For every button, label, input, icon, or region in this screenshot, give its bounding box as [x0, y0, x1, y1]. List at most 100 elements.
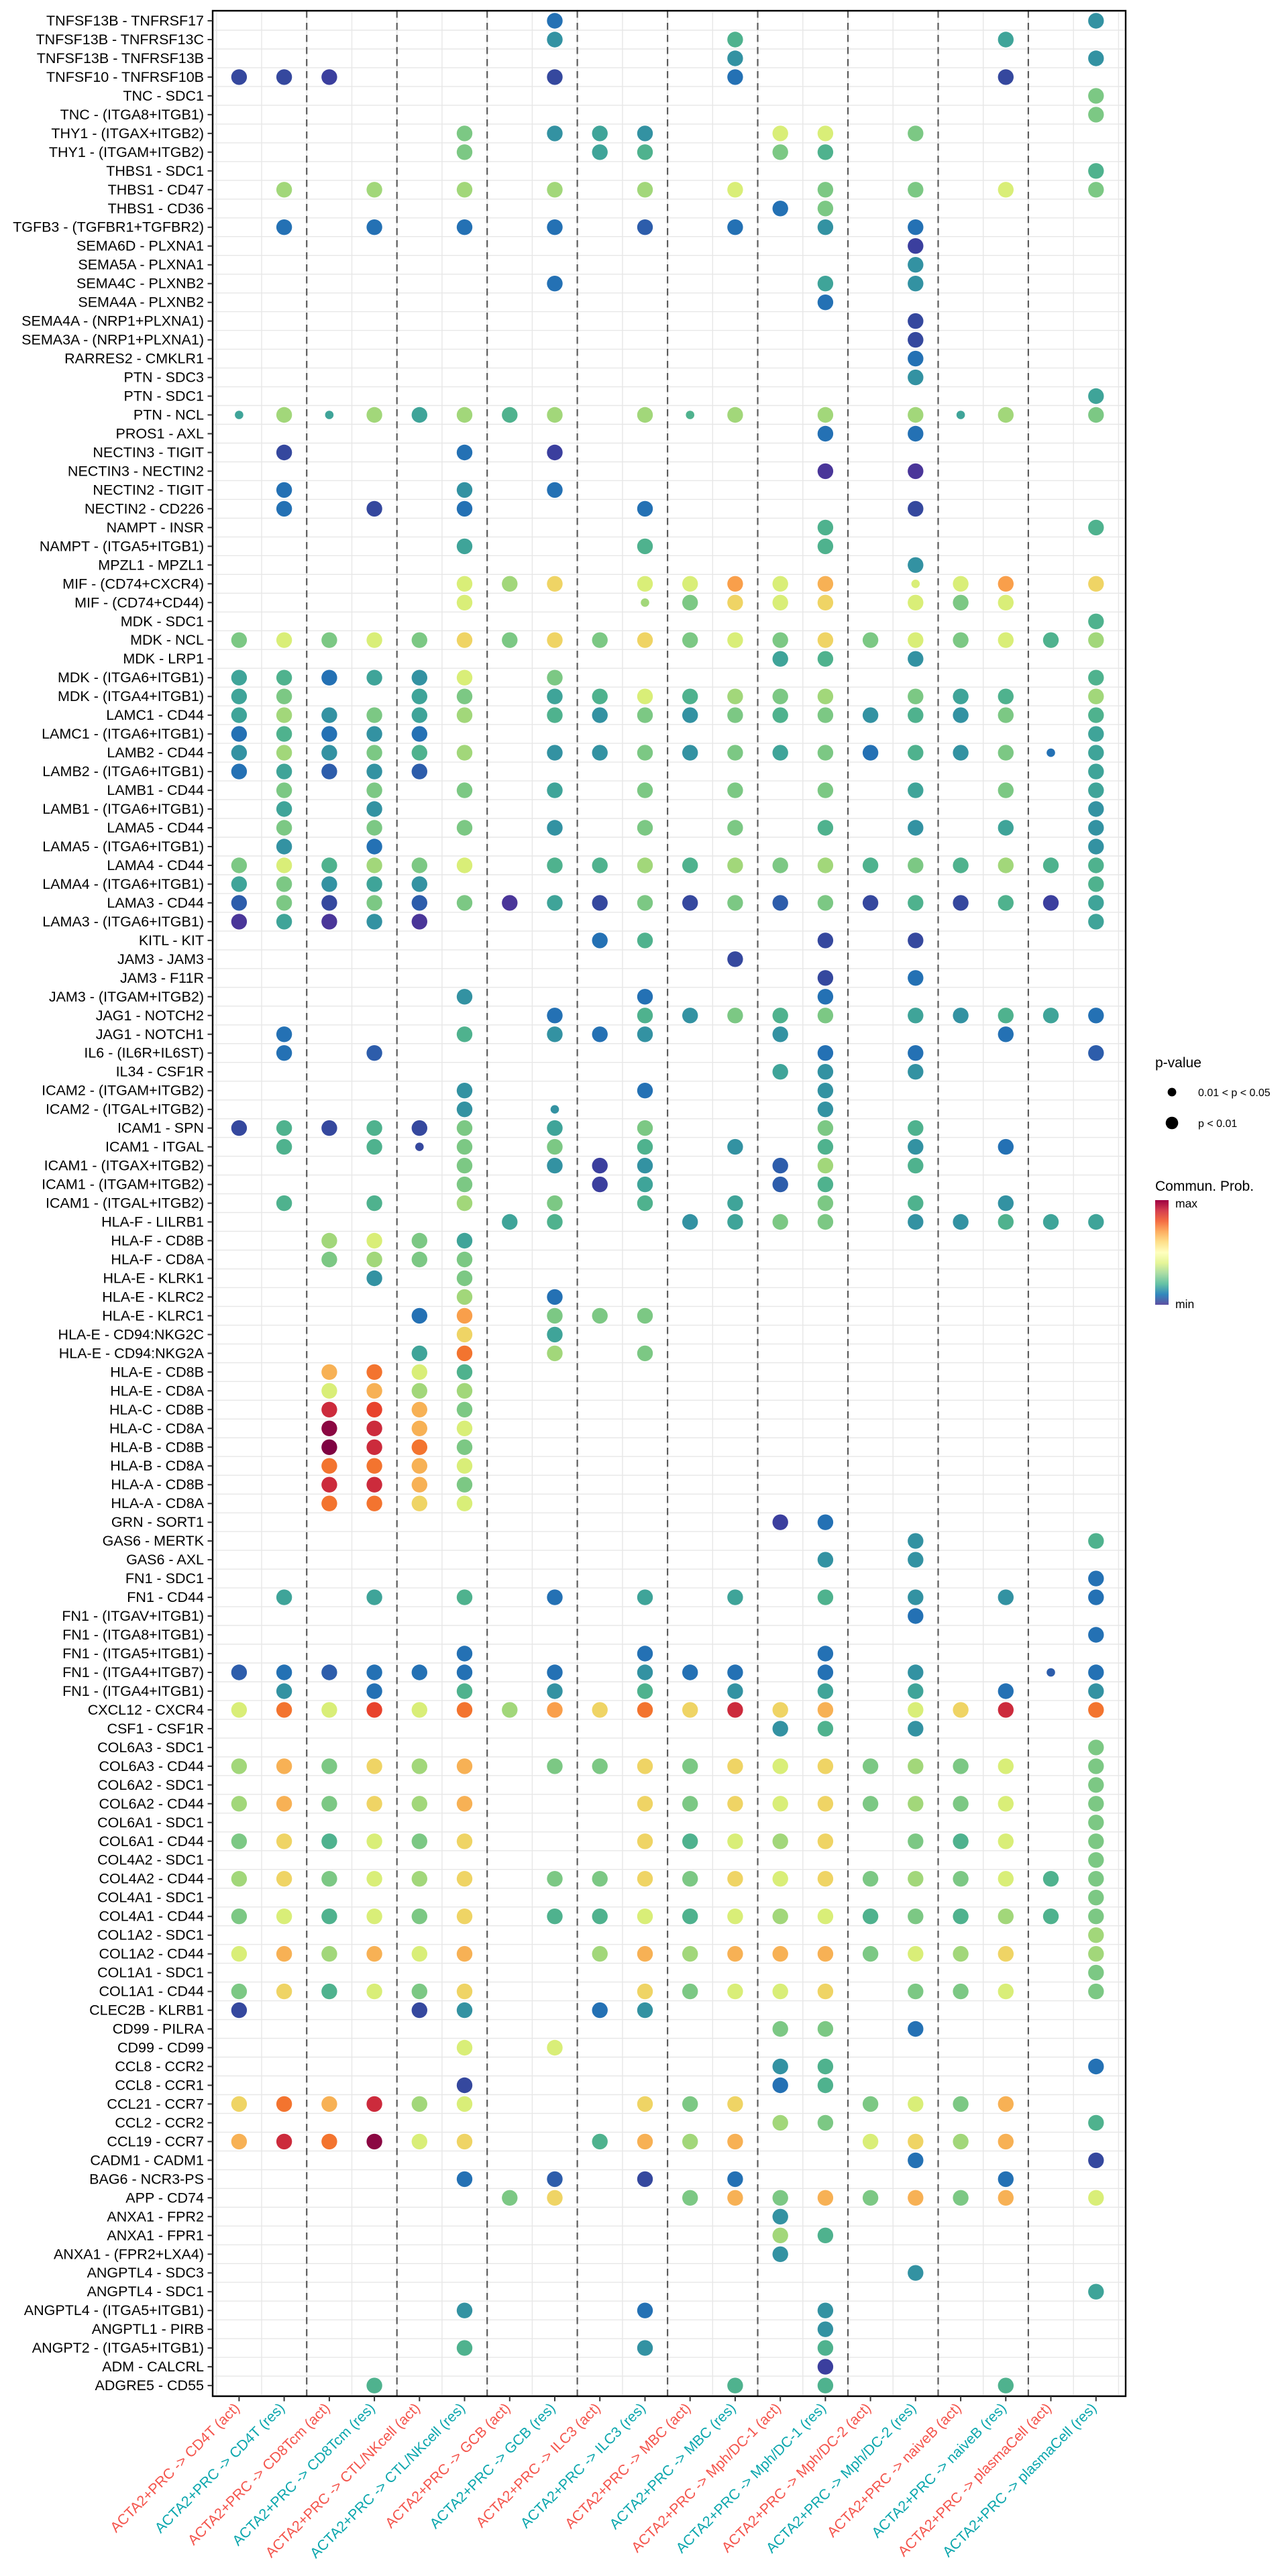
svg-text:RARRES2 - CMKLR1: RARRES2 - CMKLR1 [64, 351, 204, 367]
svg-text:p-value: p-value [1155, 1055, 1201, 1071]
svg-text:MDK - (ITGA6+ITGB1): MDK - (ITGA6+ITGB1) [58, 669, 204, 686]
svg-text:HLA-F - CD8A: HLA-F - CD8A [111, 1252, 204, 1268]
svg-text:FN1 - (ITGA5+ITGB1): FN1 - (ITGA5+ITGB1) [62, 1646, 204, 1662]
svg-text:HLA-E - CD94:NKG2A: HLA-E - CD94:NKG2A [59, 1345, 205, 1361]
svg-text:ICAM1 - (ITGAM+ITGB2): ICAM1 - (ITGAM+ITGB2) [42, 1177, 204, 1193]
svg-text:PROS1 - AXL: PROS1 - AXL [116, 426, 204, 442]
svg-text:PTN - SDC3: PTN - SDC3 [124, 370, 205, 386]
svg-text:FN1 - (ITGA4+ITGB1): FN1 - (ITGA4+ITGB1) [62, 1683, 204, 1699]
svg-text:LAMA5 - CD44: LAMA5 - CD44 [107, 820, 204, 836]
svg-text:NAMPT - INSR: NAMPT - INSR [107, 519, 204, 535]
svg-text:COL4A2 - CD44: COL4A2 - CD44 [99, 1871, 204, 1887]
svg-text:THY1 - (ITGAX+ITGB2): THY1 - (ITGAX+ITGB2) [51, 125, 204, 142]
svg-text:NECTIN2 - CD226: NECTIN2 - CD226 [85, 500, 204, 517]
svg-text:LAMA5 - (ITGA6+ITGB1): LAMA5 - (ITGA6+ITGB1) [42, 839, 204, 855]
svg-text:ANXA1 - (FPR2+LXA4): ANXA1 - (FPR2+LXA4) [54, 2246, 204, 2262]
svg-text:LAMC1 - (ITGA6+ITGB1): LAMC1 - (ITGA6+ITGB1) [42, 726, 204, 742]
svg-text:TGFB3 - (TGFBR1+TGFBR2): TGFB3 - (TGFBR1+TGFBR2) [13, 219, 204, 235]
svg-text:COL4A2 - SDC1: COL4A2 - SDC1 [97, 1852, 204, 1868]
svg-text:PTN - SDC1: PTN - SDC1 [124, 388, 204, 405]
svg-text:MDK - LRP1: MDK - LRP1 [123, 651, 204, 667]
svg-text:FN1 - CD44: FN1 - CD44 [127, 1589, 204, 1605]
svg-text:THY1 - (ITGAM+ITGB2): THY1 - (ITGAM+ITGB2) [49, 144, 204, 160]
svg-text:LAMC1 - CD44: LAMC1 - CD44 [106, 707, 204, 723]
svg-text:ANGPT2 - (ITGA5+ITGB1): ANGPT2 - (ITGA5+ITGB1) [32, 2340, 204, 2356]
svg-text:HLA-E - KLRK1: HLA-E - KLRK1 [103, 1271, 204, 1287]
svg-text:JAG1 - NOTCH1: JAG1 - NOTCH1 [96, 1026, 204, 1042]
svg-text:HLA-E - KLRC1: HLA-E - KLRC1 [102, 1307, 204, 1324]
svg-text:NAMPT - (ITGA5+ITGB1): NAMPT - (ITGA5+ITGB1) [40, 538, 204, 554]
svg-text:COL6A3 - SDC1: COL6A3 - SDC1 [97, 1739, 204, 1756]
svg-text:MDK - SDC1: MDK - SDC1 [121, 613, 204, 629]
svg-text:ICAM2 - (ITGAL+ITGB2): ICAM2 - (ITGAL+ITGB2) [46, 1102, 204, 1118]
svg-text:ANGPTL4 - SDC3: ANGPTL4 - SDC3 [87, 2265, 204, 2281]
svg-text:HLA-E - CD8A: HLA-E - CD8A [110, 1383, 204, 1399]
svg-text:FN1 - (ITGA8+ITGB1): FN1 - (ITGA8+ITGB1) [62, 1627, 204, 1643]
svg-text:IL34 - CSF1R: IL34 - CSF1R [116, 1064, 204, 1080]
svg-text:HLA-B - CD8A: HLA-B - CD8A [110, 1458, 204, 1474]
svg-text:COL1A1 - SDC1: COL1A1 - SDC1 [97, 1965, 204, 1981]
svg-text:LAMA3 - (ITGA6+ITGB1): LAMA3 - (ITGA6+ITGB1) [42, 914, 204, 930]
svg-text:THBS1 - CD47: THBS1 - CD47 [108, 182, 204, 198]
svg-text:SEMA4A - (NRP1+PLXNA1): SEMA4A - (NRP1+PLXNA1) [21, 313, 204, 329]
svg-text:ANXA1 - FPR2: ANXA1 - FPR2 [107, 2208, 204, 2224]
svg-text:NECTIN3 - NECTIN2: NECTIN3 - NECTIN2 [68, 463, 204, 479]
svg-text:GRN - SORT1: GRN - SORT1 [111, 1514, 204, 1530]
svg-text:CCL8 - CCR2: CCL8 - CCR2 [115, 2059, 204, 2075]
svg-text:CD99 - CD99: CD99 - CD99 [117, 2040, 204, 2056]
svg-text:SEMA4A - PLXNB2: SEMA4A - PLXNB2 [78, 294, 204, 311]
svg-text:FN1 - (ITGA4+ITGB7): FN1 - (ITGA4+ITGB7) [62, 1664, 204, 1680]
svg-text:SEMA5A - PLXNA1: SEMA5A - PLXNA1 [78, 257, 204, 273]
svg-text:HLA-B - CD8B: HLA-B - CD8B [110, 1439, 204, 1455]
svg-text:THBS1 - CD36: THBS1 - CD36 [108, 201, 204, 217]
svg-text:COL1A2 - CD44: COL1A2 - CD44 [99, 1946, 204, 1962]
svg-text:COL4A1 - SDC1: COL4A1 - SDC1 [97, 1890, 204, 1906]
svg-text:ICAM1 - (ITGAX+ITGB2): ICAM1 - (ITGAX+ITGB2) [44, 1158, 204, 1174]
svg-text:COL6A2 - SDC1: COL6A2 - SDC1 [97, 1777, 204, 1793]
svg-text:CCL19 - CCR7: CCL19 - CCR7 [107, 2133, 204, 2149]
svg-text:LAMB1 - (ITGA6+ITGB1): LAMB1 - (ITGA6+ITGB1) [42, 801, 204, 817]
svg-text:TNC - SDC1: TNC - SDC1 [123, 88, 204, 104]
svg-text:COL4A1 - CD44: COL4A1 - CD44 [99, 1909, 204, 1925]
svg-text:COL6A3 - CD44: COL6A3 - CD44 [99, 1758, 204, 1774]
svg-text:TNFSF10 - TNFRSF10B: TNFSF10 - TNFRSF10B [46, 69, 204, 85]
svg-text:ANGPTL1 - PIRB: ANGPTL1 - PIRB [92, 2321, 204, 2337]
svg-text:TNC - (ITGA8+ITGB1): TNC - (ITGA8+ITGB1) [60, 107, 204, 123]
svg-text:ICAM2 - (ITGAM+ITGB2): ICAM2 - (ITGAM+ITGB2) [42, 1083, 204, 1099]
svg-text:THBS1 - SDC1: THBS1 - SDC1 [106, 163, 204, 179]
svg-text:Commun. Prob.: Commun. Prob. [1155, 1179, 1254, 1194]
svg-text:BAG6 - NCR3-PS: BAG6 - NCR3-PS [89, 2171, 204, 2187]
svg-text:HLA-E - CD94:NKG2C: HLA-E - CD94:NKG2C [58, 1326, 204, 1342]
svg-text:CSF1 - CSF1R: CSF1 - CSF1R [107, 1721, 204, 1737]
svg-text:CLEC2B - KLRB1: CLEC2B - KLRB1 [89, 2002, 204, 2019]
svg-text:SEMA4C - PLXNB2: SEMA4C - PLXNB2 [76, 276, 204, 292]
svg-text:ICAM1 - ITGAL: ICAM1 - ITGAL [105, 1139, 204, 1155]
svg-text:ANGPTL4 - (ITGA5+ITGB1): ANGPTL4 - (ITGA5+ITGB1) [24, 2302, 204, 2318]
svg-text:max: max [1175, 1197, 1197, 1210]
svg-text:HLA-A - CD8A: HLA-A - CD8A [111, 1495, 204, 1511]
svg-text:JAG1 - NOTCH2: JAG1 - NOTCH2 [96, 1008, 204, 1024]
svg-text:HLA-C - CD8B: HLA-C - CD8B [109, 1401, 204, 1417]
svg-text:ANXA1 - FPR1: ANXA1 - FPR1 [107, 2227, 204, 2243]
svg-text:JAM3 - (ITGAM+ITGB2): JAM3 - (ITGAM+ITGB2) [49, 989, 204, 1005]
svg-text:NECTIN3 - TIGIT: NECTIN3 - TIGIT [93, 445, 204, 461]
svg-text:LAMB2 - (ITGA6+ITGB1): LAMB2 - (ITGA6+ITGB1) [42, 763, 204, 780]
svg-text:HLA-F - CD8B: HLA-F - CD8B [111, 1233, 204, 1249]
svg-text:COL6A1 - SDC1: COL6A1 - SDC1 [97, 1815, 204, 1831]
svg-text:COL6A2 - CD44: COL6A2 - CD44 [99, 1796, 204, 1812]
svg-text:GAS6 - AXL: GAS6 - AXL [126, 1552, 204, 1568]
svg-text:LAMB1 - CD44: LAMB1 - CD44 [107, 782, 204, 798]
svg-text:JAM3 - F11R: JAM3 - F11R [120, 970, 204, 986]
svg-text:ICAM1 - (ITGAL+ITGB2): ICAM1 - (ITGAL+ITGB2) [46, 1195, 204, 1212]
svg-text:LAMA3 - CD44: LAMA3 - CD44 [107, 895, 204, 911]
svg-text:LAMA4 - (ITGA6+ITGB1): LAMA4 - (ITGA6+ITGB1) [42, 876, 204, 892]
svg-text:min: min [1175, 1297, 1194, 1311]
svg-text:TNFSF13B - TNFRSF13C: TNFSF13B - TNFRSF13C [36, 32, 204, 48]
svg-text:APP - CD74: APP - CD74 [125, 2190, 204, 2206]
svg-text:HLA-C - CD8A: HLA-C - CD8A [109, 1420, 205, 1436]
svg-text:CXCL12 - CXCR4: CXCL12 - CXCR4 [88, 1702, 204, 1718]
svg-text:ADGRE5 - CD55: ADGRE5 - CD55 [95, 2377, 205, 2394]
svg-text:CCL21 - CCR7: CCL21 - CCR7 [107, 2096, 204, 2112]
svg-text:LAMB2 - CD44: LAMB2 - CD44 [107, 745, 204, 761]
svg-text:NECTIN2 - TIGIT: NECTIN2 - TIGIT [93, 482, 204, 498]
